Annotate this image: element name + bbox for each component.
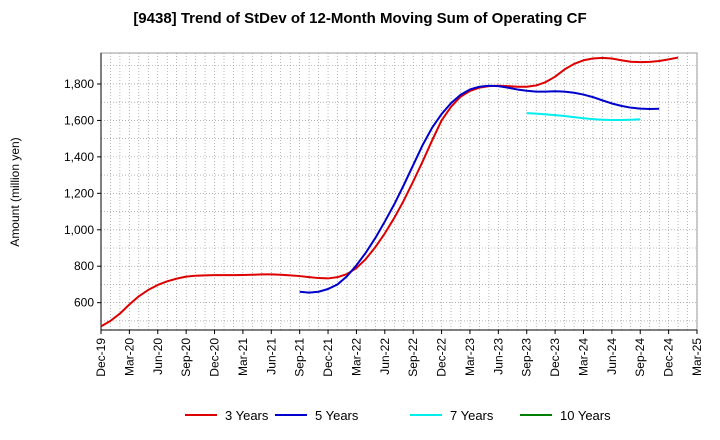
legend-label: 7 Years [450, 408, 494, 423]
x-tick-label: Mar-21 [236, 338, 250, 376]
y-tick-label: 1,600 [64, 113, 94, 127]
x-tick-label: Mar-20 [122, 338, 136, 376]
x-tick-label: Jun-23 [491, 338, 505, 375]
x-tick-label: Jun-24 [605, 338, 619, 375]
x-tick-label: Jun-22 [378, 338, 392, 375]
y-tick-label: 1,800 [64, 77, 94, 91]
x-tick-label: Jun-20 [151, 338, 165, 375]
x-tick-label: Dec-19 [94, 338, 108, 377]
x-axis: Dec-19 Mar-20 Jun-20 Sep-20 Dec-20 Mar-21 Jun-… [94, 329, 704, 377]
x-tick-label: Dec-20 [208, 338, 222, 377]
x-tick-label: Jun-21 [264, 338, 278, 375]
y-tick-label: 800 [74, 259, 94, 273]
x-tick-label: Mar-24 [576, 338, 590, 376]
x-tick-label: Dec-22 [435, 338, 449, 377]
x-tick-label: Dec-23 [548, 338, 562, 377]
series-line-7-years [526, 112, 641, 122]
y-tick-label: 600 [74, 296, 94, 310]
series-line-5-years [299, 84, 660, 294]
x-tick-label: Sep-24 [633, 338, 647, 377]
x-tick-label: Mar-23 [463, 338, 477, 376]
y-axis-label: Amount (million yen) [8, 137, 22, 246]
legend-label: 5 Years [315, 408, 359, 423]
chart-title: [9438] Trend of StDev of 12-Month Moving… [133, 10, 587, 27]
series-line-3-years [100, 56, 679, 328]
plot-border [100, 52, 698, 331]
grid-lines [100, 52, 698, 331]
legend-label: 10 Years [560, 408, 611, 423]
series-lines [100, 56, 679, 328]
x-tick-label: Mar-25 [690, 338, 704, 376]
x-tick-label: Mar-22 [349, 338, 363, 376]
legend-label: 3 Years [225, 408, 269, 423]
y-axis: 600 800 1,000 1,200 1,400 1,600 1,800 [64, 53, 102, 330]
x-tick-label: Dec-24 [662, 338, 676, 377]
x-tick-label: Sep-20 [179, 338, 193, 377]
y-tick-label: 1,400 [64, 150, 94, 164]
x-tick-label: Sep-23 [520, 338, 534, 377]
x-tick-label: Sep-22 [406, 338, 420, 377]
x-tick-label: Dec-21 [321, 338, 335, 377]
legend: 3 Years 5 Years 7 Years 10 Years [185, 408, 611, 423]
y-tick-label: 1,200 [64, 186, 94, 200]
x-tick-label: Sep-21 [293, 338, 307, 377]
y-tick-label: 1,000 [64, 223, 94, 237]
